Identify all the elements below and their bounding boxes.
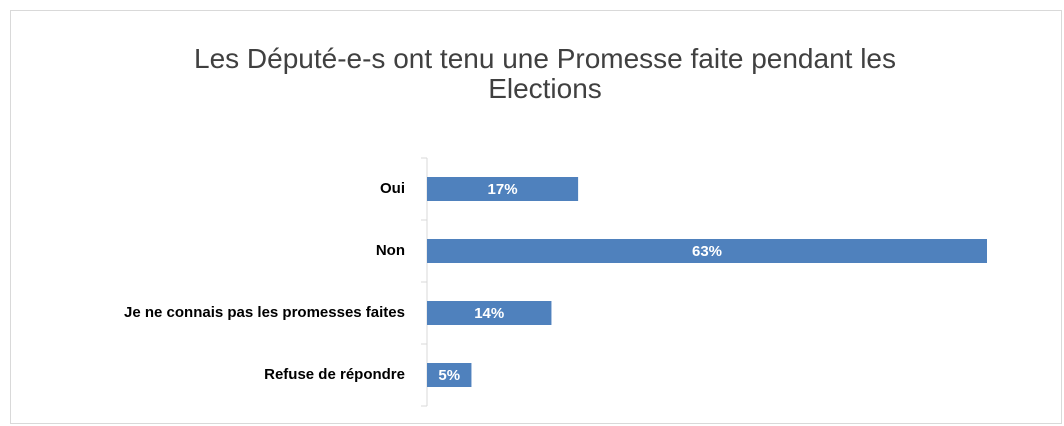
y-tick-label: Je ne connais pas les promesses faites — [124, 304, 405, 321]
bar — [427, 177, 579, 201]
data-label: 17% — [488, 181, 518, 198]
chart-title: Les Député-e-s ont tenu une Promesse fai… — [194, 43, 896, 104]
bar — [427, 363, 472, 387]
y-tick-label: Refuse de répondre — [264, 366, 405, 383]
data-label: 63% — [692, 243, 722, 260]
data-label: 5% — [438, 367, 460, 384]
data-label: 14% — [474, 305, 504, 322]
y-tick-label: Oui — [380, 180, 405, 197]
bar — [427, 301, 552, 325]
y-tick-label: Non — [376, 242, 405, 259]
bar — [427, 239, 987, 263]
chart-frame — [10, 10, 1062, 424]
